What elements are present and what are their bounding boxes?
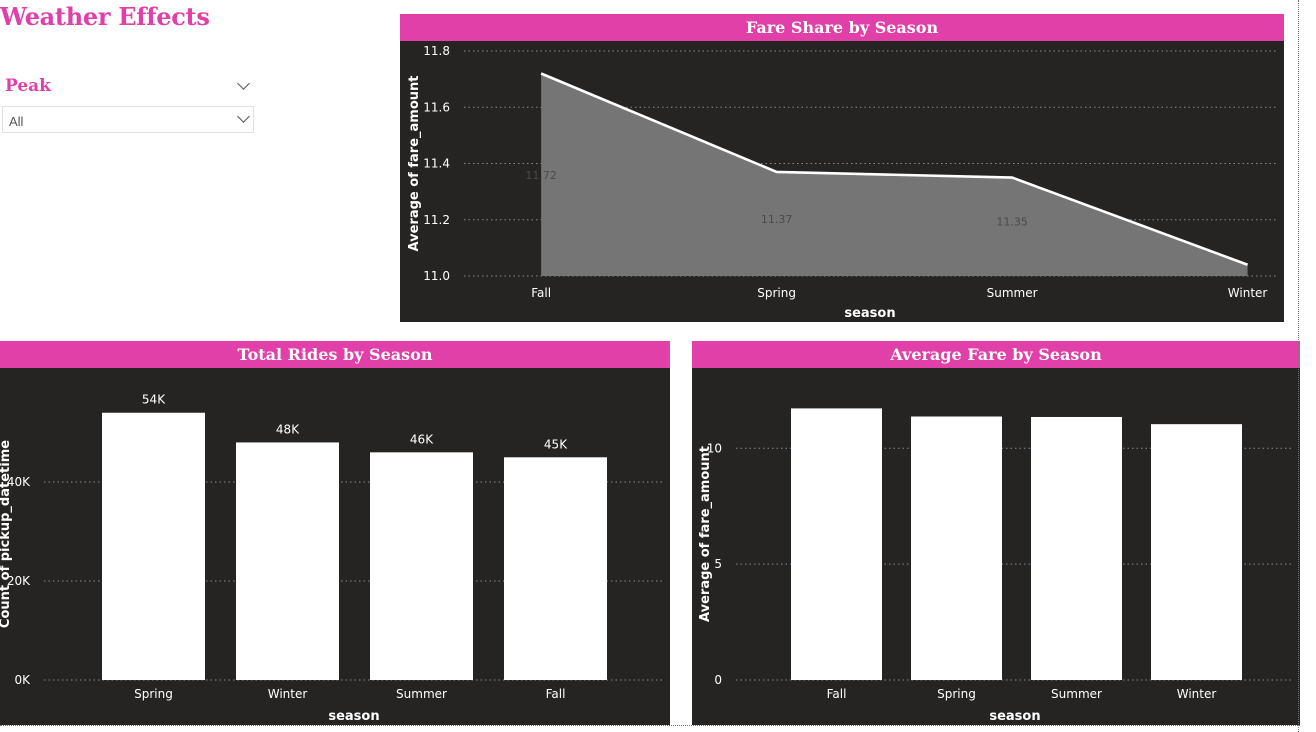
x-axis-title: season <box>328 709 379 724</box>
area-fill <box>541 73 1248 276</box>
y-tick-label: 11.8 <box>423 44 450 58</box>
y-tick-label: 0K <box>14 673 31 687</box>
y-tick-label: 11.4 <box>423 157 450 171</box>
page-title: Weather Effects <box>0 2 210 31</box>
x-tick-label: Fall <box>827 687 847 701</box>
bar-fall <box>791 408 882 680</box>
bar-fall <box>504 457 607 680</box>
canvas-guide-horizontal <box>0 725 1300 726</box>
average-fare-plot: 0 5 10 Fall Spring Summer Winter season Average … <box>698 408 1294 724</box>
y-tick-label: 5 <box>714 557 722 571</box>
canvas-guide-vertical <box>1298 0 1299 732</box>
y-tick-label: 40K <box>7 475 31 489</box>
bar-spring <box>911 416 1002 680</box>
peak-slicer-dropdown[interactable]: All <box>2 106 254 133</box>
x-tick-label: Winter <box>1177 687 1217 701</box>
slicer-selected-value: All <box>9 114 24 129</box>
chevron-down-icon[interactable] <box>237 77 250 90</box>
slicer-title: Peak <box>5 76 51 96</box>
y-axis-title: Count of pickup_datetime <box>0 440 13 628</box>
x-tick-label: Winter <box>1228 286 1268 300</box>
bar-spring <box>102 412 205 680</box>
series-line <box>540 72 1249 266</box>
y-tick-label: 11.6 <box>423 100 450 114</box>
fare-share-chart[interactable]: Fare Share by Season 11.0 11.2 11.4 11.6 11.… <box>400 14 1284 322</box>
x-axis-title: season <box>844 306 895 321</box>
dropdown-chevron-icon[interactable] <box>237 110 250 123</box>
fare-share-plot: 11.0 11.2 11.4 11.6 11.8 11.72 11.37 11.35 Fall S… <box>407 44 1276 321</box>
bar-winter <box>1151 424 1242 680</box>
x-tick-label: Summer <box>396 687 447 701</box>
bar-summer <box>1031 416 1122 680</box>
data-label: 11.72 <box>525 169 557 182</box>
y-tick-label: 11.0 <box>423 269 450 283</box>
y-tick-label: 0 <box>714 673 722 687</box>
x-tick-label: Fall <box>531 286 551 300</box>
y-axis-title: Average of fare_amount <box>698 446 713 622</box>
y-tick-label: 20K <box>7 574 31 588</box>
data-label: 46K <box>410 432 434 446</box>
chart-title: Total Rides by Season <box>0 341 670 368</box>
chart-title: Fare Share by Season <box>400 14 1284 41</box>
y-axis-title: Average of fare_amount <box>407 76 422 252</box>
total-rides-plot: 0K 20K 40K 54K 48K 46K 45K Spring Winter Summer Fa… <box>0 393 664 724</box>
x-axis-title: season <box>989 709 1040 724</box>
data-label: 45K <box>544 437 568 451</box>
average-fare-chart[interactable]: Average Fare by Season 0 5 10 Fall Spring Sum… <box>692 341 1300 725</box>
data-label: 11.37 <box>761 213 793 226</box>
x-tick-label: Spring <box>757 286 796 300</box>
x-tick-label: Winter <box>268 687 308 701</box>
data-label: 54K <box>142 393 166 407</box>
data-label: 11.35 <box>996 216 1028 229</box>
bar-winter <box>236 442 339 680</box>
data-label: 48K <box>276 422 300 436</box>
y-tick-label: 10 <box>707 441 722 455</box>
x-tick-label: Summer <box>1051 687 1102 701</box>
chart-title: Average Fare by Season <box>692 341 1300 368</box>
x-tick-label: Spring <box>134 687 173 701</box>
bar-summer <box>370 452 473 680</box>
total-rides-chart[interactable]: Total Rides by Season 0K 20K 40K 54K 48K 46K 4… <box>0 341 670 725</box>
y-tick-label: 11.2 <box>423 213 450 227</box>
x-tick-label: Spring <box>937 687 976 701</box>
x-tick-label: Fall <box>546 687 566 701</box>
x-tick-label: Summer <box>987 286 1038 300</box>
